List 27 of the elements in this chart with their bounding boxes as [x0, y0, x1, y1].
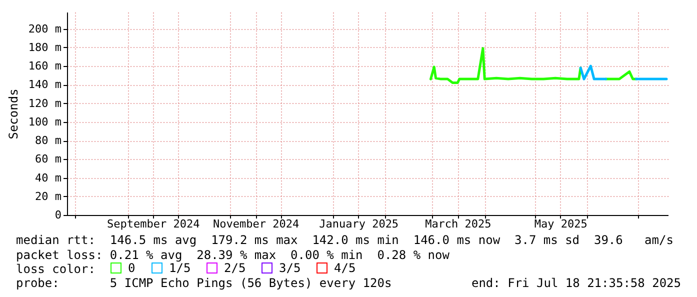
y-tick-label: 120 m [28, 96, 62, 110]
legend-label: 3/5 [279, 261, 301, 275]
y-tick-label: 80 m [35, 134, 62, 148]
y-tick-label: 100 m [28, 115, 62, 128]
text: probe: 5 ICMP Echo Pings (56 Bytes) every 120s [16, 276, 392, 290]
x-tick-label: May 2025 [534, 218, 588, 230]
x-tick-label: January 2025 [319, 218, 399, 230]
legend-label: 2/5 [224, 261, 246, 275]
text: packet loss: 0.21 % avg 28.39 % max 0.00 % min 0.28 % now [16, 248, 450, 262]
legend-label: 1/5 [169, 261, 191, 275]
y-tick-label: 160 m [28, 60, 62, 73]
y-tick-label: 140 m [28, 78, 62, 92]
y-tick-label: 40 m [35, 171, 62, 184]
x-tick-label: March 2025 [425, 218, 492, 230]
x-tick-label: November 2024 [213, 218, 300, 230]
y-tick-label: 20 m [35, 190, 62, 203]
legend-label: 0 [128, 261, 136, 275]
text: median rtt: 146.5 ms avg 179.2 ms max 142.0 ms min 146.0 ms now 3.7 ms sd 39.6 am/s [16, 233, 674, 247]
x-tick-label: September 2024 [107, 218, 200, 230]
y-tick-label: 180 m [28, 40, 62, 54]
y-tick-label: 60 m [35, 152, 62, 166]
legend-title: loss color: [16, 262, 96, 276]
text: end: Fri Jul 18 21:35:58 2025 [471, 276, 681, 290]
y-tick-label: 0 [54, 208, 62, 222]
legend-label: 4/5 [334, 261, 356, 275]
y-tick-label: 200 m [28, 22, 62, 36]
y-axis-title: Seconds [6, 88, 20, 140]
